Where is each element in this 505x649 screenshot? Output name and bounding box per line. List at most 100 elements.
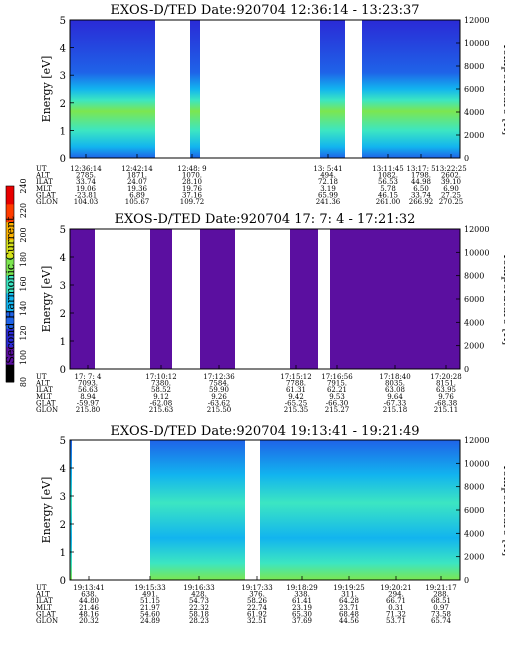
y2-tick-label: 10000 <box>464 39 489 48</box>
info-cell: 109.72 <box>180 198 205 206</box>
y2-tick-label: 2000 <box>464 131 484 140</box>
colorbar-tick-label: 160 <box>19 276 28 291</box>
y2-tick-label: 8000 <box>464 62 484 71</box>
info-cell: 1798. <box>411 172 431 180</box>
y-tick-label: 4 <box>60 253 66 264</box>
colorbar-tick-label: 120 <box>19 325 28 340</box>
info-cell: 2785. <box>76 172 96 180</box>
info-cell: 215.35 <box>284 406 309 414</box>
info-cell: 261.00 <box>376 198 401 206</box>
y-tick-label: 0 <box>60 365 66 376</box>
y-tick-label: 5 <box>60 436 66 447</box>
y-tick-label: 2 <box>60 309 66 320</box>
info-cell: 241.36 <box>316 198 341 206</box>
y-tick-label: 1 <box>60 337 66 348</box>
info-cell: 54.60 <box>140 610 160 618</box>
info-cell: 7093. <box>78 380 98 388</box>
info-cell: 61.92 <box>247 610 267 618</box>
colorbar-label: Second Harmonic Current <box>4 216 17 364</box>
y-tick-label: 1 <box>60 126 66 137</box>
info-cell: 28.23 <box>189 617 209 625</box>
info-cell: 215.50 <box>207 406 232 414</box>
info-cell: 68.51 <box>431 597 451 605</box>
info-cell: 27.25 <box>441 191 461 199</box>
colorbar-tick-label: 200 <box>19 227 28 242</box>
info-cell: 491. <box>142 591 158 599</box>
data-gap <box>235 229 290 369</box>
info-cell: 23.71 <box>339 604 359 612</box>
y2-tick-label: 6000 <box>464 506 484 515</box>
y2-tick-label: 12000 <box>464 225 489 234</box>
info-cell: 19:17:33 <box>241 584 272 592</box>
chart-panel: EXOS-D/TED Date:920704 12:36:14 - 13:23:… <box>35 3 505 206</box>
info-cell: 19:15:33 <box>134 584 165 592</box>
info-cell: 66.71 <box>386 597 406 605</box>
info-cell: 65.74 <box>431 617 452 625</box>
data-gap <box>172 229 200 369</box>
info-cell: 17:20:28 <box>430 373 461 381</box>
y-tick-label: 3 <box>60 492 66 503</box>
info-row-label: UT <box>36 373 47 381</box>
info-cell: 294. <box>388 591 404 599</box>
info-cell: 3.19 <box>320 185 336 193</box>
info-row-label: ALT <box>35 172 50 180</box>
info-cell: 8035. <box>385 380 405 388</box>
info-cell: 19:20:21 <box>380 584 411 592</box>
info-cell: 215.27 <box>325 406 350 414</box>
data-gap <box>200 20 320 158</box>
info-row-label: GLAT <box>36 399 56 407</box>
colorbar-swatch <box>6 346 14 365</box>
info-cell: 9.12 <box>153 393 169 401</box>
info-cell: -65.25 <box>285 399 307 407</box>
info-cell: 22.32 <box>189 604 209 612</box>
y-axis-label: Energy [eV] <box>40 266 53 333</box>
info-cell: 19:21:17 <box>425 584 456 592</box>
info-cell: -62.08 <box>150 399 172 407</box>
info-cell: 17:18:40 <box>379 373 410 381</box>
info-cell: 8151. <box>436 380 456 388</box>
info-cell: 44.56 <box>339 617 360 625</box>
info-row-label: ILAT <box>36 386 53 394</box>
info-cell: 0.31 <box>388 604 404 612</box>
info-cell: 64.28 <box>339 597 359 605</box>
chart-title: EXOS-D/TED Date:920704 19:13:41 - 19:21:… <box>110 424 419 439</box>
info-row-label: GLON <box>36 406 58 414</box>
info-cell: 19.76 <box>182 185 203 193</box>
info-cell: 5.78 <box>380 185 396 193</box>
info-cell: 105.67 <box>125 198 150 206</box>
colorbar-tick-label: 100 <box>19 350 28 365</box>
info-cell: 17: 7: 4 <box>75 373 103 381</box>
chart-title: EXOS-D/TED Date:920704 12:36:14 - 13:23:… <box>110 3 419 18</box>
data-gap <box>72 440 150 580</box>
info-cell: 17:12:36 <box>203 373 235 381</box>
colorbar-tick-label: 140 <box>19 301 28 316</box>
info-cell: 54.73 <box>189 597 209 605</box>
info-cell: 44.98 <box>411 178 431 186</box>
info-cell: 53.71 <box>386 617 406 625</box>
y2-tick-label: 4000 <box>464 529 484 538</box>
info-cell: 19.36 <box>127 185 148 193</box>
colorbar-swatch <box>6 186 14 205</box>
info-cell: 19:18:29 <box>286 584 317 592</box>
y2-tick-label: 4000 <box>464 108 484 117</box>
y-tick-label: 3 <box>60 71 66 82</box>
y2-tick-label: 12000 <box>464 16 489 25</box>
info-cell: 71.32 <box>386 610 406 618</box>
data-gap <box>95 229 150 369</box>
info-cell: 215.80 <box>76 406 101 414</box>
y-tick-label: 5 <box>60 16 66 27</box>
y-tick-label: 5 <box>60 225 66 236</box>
info-cell: 7915. <box>327 380 347 388</box>
info-cell: 58.18 <box>189 610 209 618</box>
data-gap <box>345 20 362 158</box>
y-tick-label: 0 <box>60 576 66 587</box>
info-cell: 51.15 <box>140 597 160 605</box>
y-tick-label: 0 <box>60 154 66 165</box>
info-cell: 48.16 <box>79 610 100 618</box>
info-cell: 23.19 <box>292 604 312 612</box>
info-cell: 7584. <box>209 380 229 388</box>
info-cell: 266.92 <box>409 198 434 206</box>
y2-tick-label: 10000 <box>464 459 489 468</box>
y2-axis-label: Temperature [K] <box>501 43 505 135</box>
info-cell: 33.74 <box>76 178 97 186</box>
